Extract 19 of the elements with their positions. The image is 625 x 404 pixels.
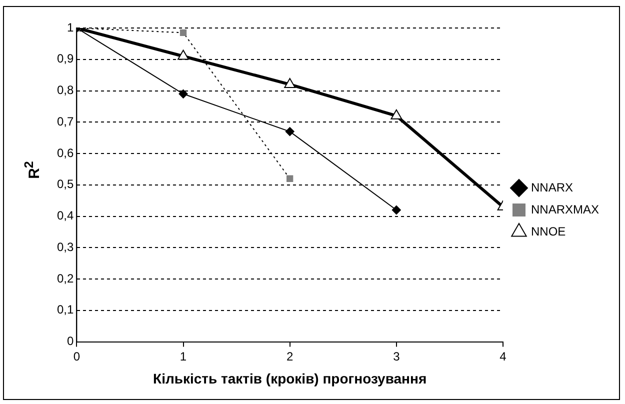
x-axis-title: Кількість тактів (кроків) прогнозування	[153, 370, 427, 386]
y-tick-label: 0,4	[56, 208, 74, 223]
legend-label: NNARX	[530, 180, 574, 194]
y-tick-label: 0	[66, 334, 74, 348]
x-tick-label: 4	[500, 349, 507, 364]
legend-label: NNARXMAX	[530, 202, 600, 216]
y-tick-label: 0,5	[56, 177, 74, 192]
legend-label: NNOE	[530, 224, 566, 238]
y-tick-label: 0,7	[56, 114, 74, 128]
y-tick-label: 1	[66, 20, 74, 34]
y-tick-label: 0,6	[56, 146, 74, 160]
x-tick-label: 3	[393, 349, 400, 364]
y-tick-label: 0,9	[56, 52, 74, 66]
x-tick-label: 1	[180, 349, 187, 364]
y-tick-label: 0,1	[56, 302, 74, 317]
y-tick-label: 0,3	[56, 240, 74, 254]
y-tick-label: 0,2	[56, 271, 74, 286]
x-tick-label: 2	[286, 349, 294, 364]
y-tick-label: 0,8	[56, 83, 74, 98]
